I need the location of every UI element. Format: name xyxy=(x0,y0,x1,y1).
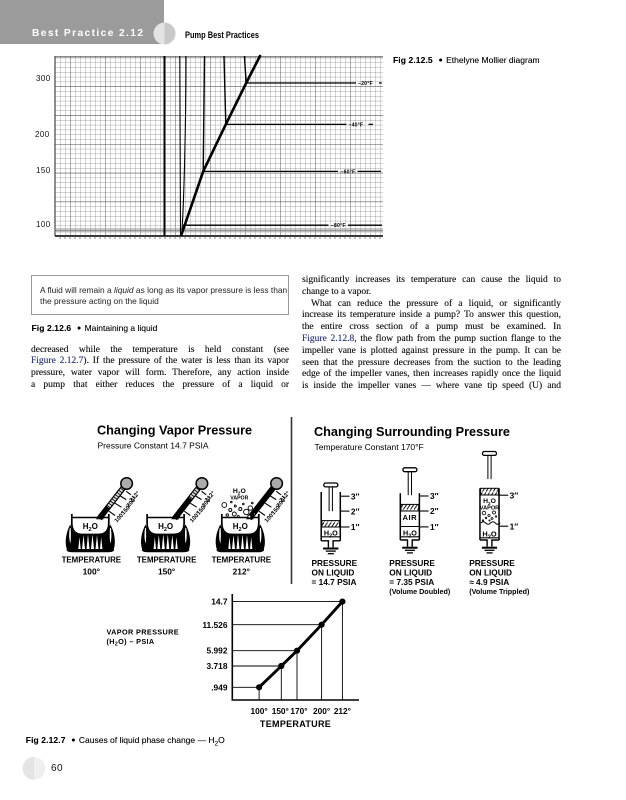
svg-text:3″: 3″ xyxy=(351,491,360,501)
svg-text:11.526: 11.526 xyxy=(202,620,227,630)
svg-text:Temperature Constant 170°F: Temperature Constant 170°F xyxy=(315,442,424,452)
svg-text:ON LIQUID: ON LIQUID xyxy=(312,567,355,577)
svg-text:(Volume Trippled): (Volume Trippled) xyxy=(469,587,530,596)
svg-text:170°: 170° xyxy=(290,706,307,716)
svg-text:VAPOR: VAPOR xyxy=(480,506,499,512)
svg-text:H2O: H2O xyxy=(482,530,496,541)
svg-text:5.992: 5.992 xyxy=(207,646,228,656)
svg-text:(H2O) – PSIA: (H2O) – PSIA xyxy=(107,637,155,648)
svg-text:2″: 2″ xyxy=(351,506,360,516)
svg-text:H2O: H2O xyxy=(233,488,246,497)
svg-text:–40°F: –40°F xyxy=(349,122,364,128)
svg-text:3″: 3″ xyxy=(430,491,439,501)
svg-text:ON LIQUID: ON LIQUID xyxy=(389,567,432,577)
svg-text:ON LIQUID: ON LIQUID xyxy=(469,567,512,577)
svg-text:Changing Surrounding Pressure: Changing Surrounding Pressure xyxy=(314,425,510,439)
svg-text:–20°F: –20°F xyxy=(358,81,373,87)
svg-text:TEMPERATURE: TEMPERATURE xyxy=(260,719,331,729)
svg-text:Pressure Constant 14.7 PSIA: Pressure Constant 14.7 PSIA xyxy=(98,441,209,451)
svg-text:212°: 212° xyxy=(334,706,351,716)
svg-text:= 14.7 PSIA: = 14.7 PSIA xyxy=(312,577,357,587)
svg-text:H2O: H2O xyxy=(483,498,496,506)
svg-text:2″: 2″ xyxy=(430,506,439,516)
svg-text:= 7.35 PSIA: = 7.35 PSIA xyxy=(389,577,434,587)
svg-text:TEMPERATURE: TEMPERATURE xyxy=(212,556,271,565)
svg-text:H2O: H2O xyxy=(233,522,248,533)
svg-text:TEMPERATURE: TEMPERATURE xyxy=(137,556,196,565)
svg-text:AIR: AIR xyxy=(403,513,418,522)
svg-text:1″: 1″ xyxy=(351,522,360,532)
svg-text:3″: 3″ xyxy=(510,490,519,500)
svg-text:3.718: 3.718 xyxy=(207,661,228,671)
svg-text:100°: 100° xyxy=(83,567,100,577)
svg-text:H2O: H2O xyxy=(83,522,98,533)
svg-text:150°: 150° xyxy=(272,706,289,716)
svg-text:–80°F: –80°F xyxy=(331,223,346,229)
svg-text:H2O: H2O xyxy=(158,522,173,533)
svg-text:VAPOR: VAPOR xyxy=(230,496,248,502)
svg-text:212°: 212° xyxy=(233,567,250,577)
svg-text:PRESSURE: PRESSURE xyxy=(312,558,358,568)
svg-text:PRESSURE: PRESSURE xyxy=(389,558,435,568)
svg-text:PRESSURE: PRESSURE xyxy=(469,558,515,568)
svg-text:1″: 1″ xyxy=(510,521,519,531)
svg-text:(Volume Doubled): (Volume Doubled) xyxy=(389,587,451,596)
svg-text:≈ 4.9 PSIA: ≈ 4.9 PSIA xyxy=(469,577,509,587)
svg-text:–60°F: –60°F xyxy=(341,169,356,175)
svg-text:.949: .949 xyxy=(211,682,228,692)
svg-text:150°: 150° xyxy=(158,567,175,577)
svg-text:200°: 200° xyxy=(313,706,330,716)
svg-text:Changing Vapor Pressure: Changing Vapor Pressure xyxy=(97,424,252,438)
svg-text:1″: 1″ xyxy=(430,522,439,532)
svg-text:H2O: H2O xyxy=(403,529,417,540)
svg-text:TEMPERATURE: TEMPERATURE xyxy=(62,556,121,565)
svg-text:H2O: H2O xyxy=(324,529,338,540)
svg-text:VAPOR PRESSURE: VAPOR PRESSURE xyxy=(107,628,179,637)
svg-text:14.7: 14.7 xyxy=(211,597,228,607)
svg-text:100°: 100° xyxy=(251,706,268,716)
